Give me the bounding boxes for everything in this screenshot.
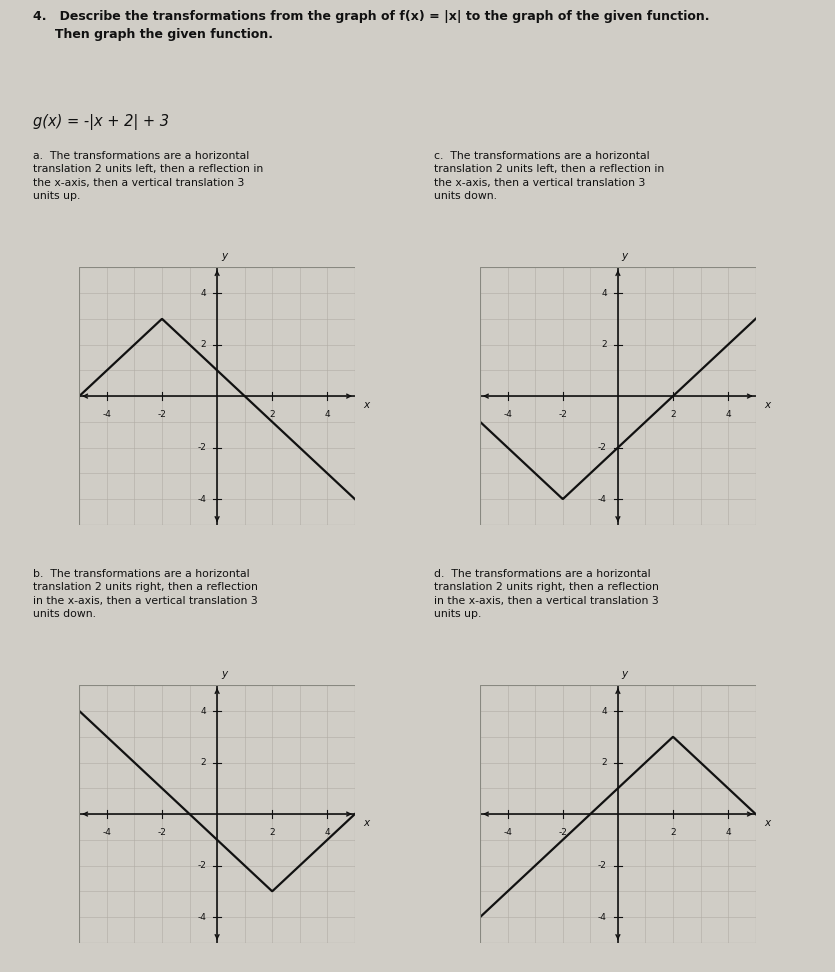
Text: -4: -4 <box>197 495 206 503</box>
Text: -2: -2 <box>598 861 607 870</box>
Text: -2: -2 <box>158 410 166 419</box>
Text: -4: -4 <box>598 913 607 921</box>
Text: x: x <box>363 400 369 410</box>
Text: 4.   Describe the transformations from the graph of f(x) = |x| to the graph of t: 4. Describe the transformations from the… <box>33 10 710 41</box>
Text: x: x <box>764 400 770 410</box>
Text: 4: 4 <box>726 828 731 837</box>
Text: 2: 2 <box>671 410 676 419</box>
Text: x: x <box>363 818 369 828</box>
Text: -4: -4 <box>504 410 512 419</box>
Text: d.  The transformations are a horizontal
translation 2 units right, then a refle: d. The transformations are a horizontal … <box>434 569 659 619</box>
Text: -4: -4 <box>504 828 512 837</box>
Text: 2: 2 <box>601 340 607 349</box>
Text: y: y <box>221 251 227 260</box>
Text: -2: -2 <box>158 828 166 837</box>
Text: g(x) = -|x + 2| + 3: g(x) = -|x + 2| + 3 <box>33 114 170 129</box>
Text: 2: 2 <box>671 828 676 837</box>
Text: 4: 4 <box>601 707 607 715</box>
Text: 2: 2 <box>200 340 206 349</box>
Text: 4: 4 <box>726 410 731 419</box>
Text: c.  The transformations are a horizontal
translation 2 units left, then a reflec: c. The transformations are a horizontal … <box>434 151 665 201</box>
Text: -4: -4 <box>103 828 111 837</box>
Text: 2: 2 <box>200 758 206 767</box>
Text: a.  The transformations are a horizontal
translation 2 units left, then a reflec: a. The transformations are a horizontal … <box>33 151 264 201</box>
Text: -2: -2 <box>559 828 567 837</box>
Text: y: y <box>622 669 628 678</box>
Text: -2: -2 <box>559 410 567 419</box>
Text: 4: 4 <box>325 410 330 419</box>
Text: b.  The transformations are a horizontal
translation 2 units right, then a refle: b. The transformations are a horizontal … <box>33 569 258 619</box>
Text: 4: 4 <box>200 707 206 715</box>
Text: 4: 4 <box>325 828 330 837</box>
Text: 2: 2 <box>270 828 275 837</box>
Text: -4: -4 <box>197 913 206 921</box>
Text: -4: -4 <box>103 410 111 419</box>
Text: -2: -2 <box>197 443 206 452</box>
Text: -4: -4 <box>598 495 607 503</box>
Text: 2: 2 <box>601 758 607 767</box>
Text: y: y <box>221 669 227 678</box>
Text: x: x <box>764 818 770 828</box>
Text: 4: 4 <box>601 289 607 297</box>
Text: 2: 2 <box>270 410 275 419</box>
Text: y: y <box>622 251 628 260</box>
Text: -2: -2 <box>598 443 607 452</box>
Text: 4: 4 <box>200 289 206 297</box>
Text: -2: -2 <box>197 861 206 870</box>
